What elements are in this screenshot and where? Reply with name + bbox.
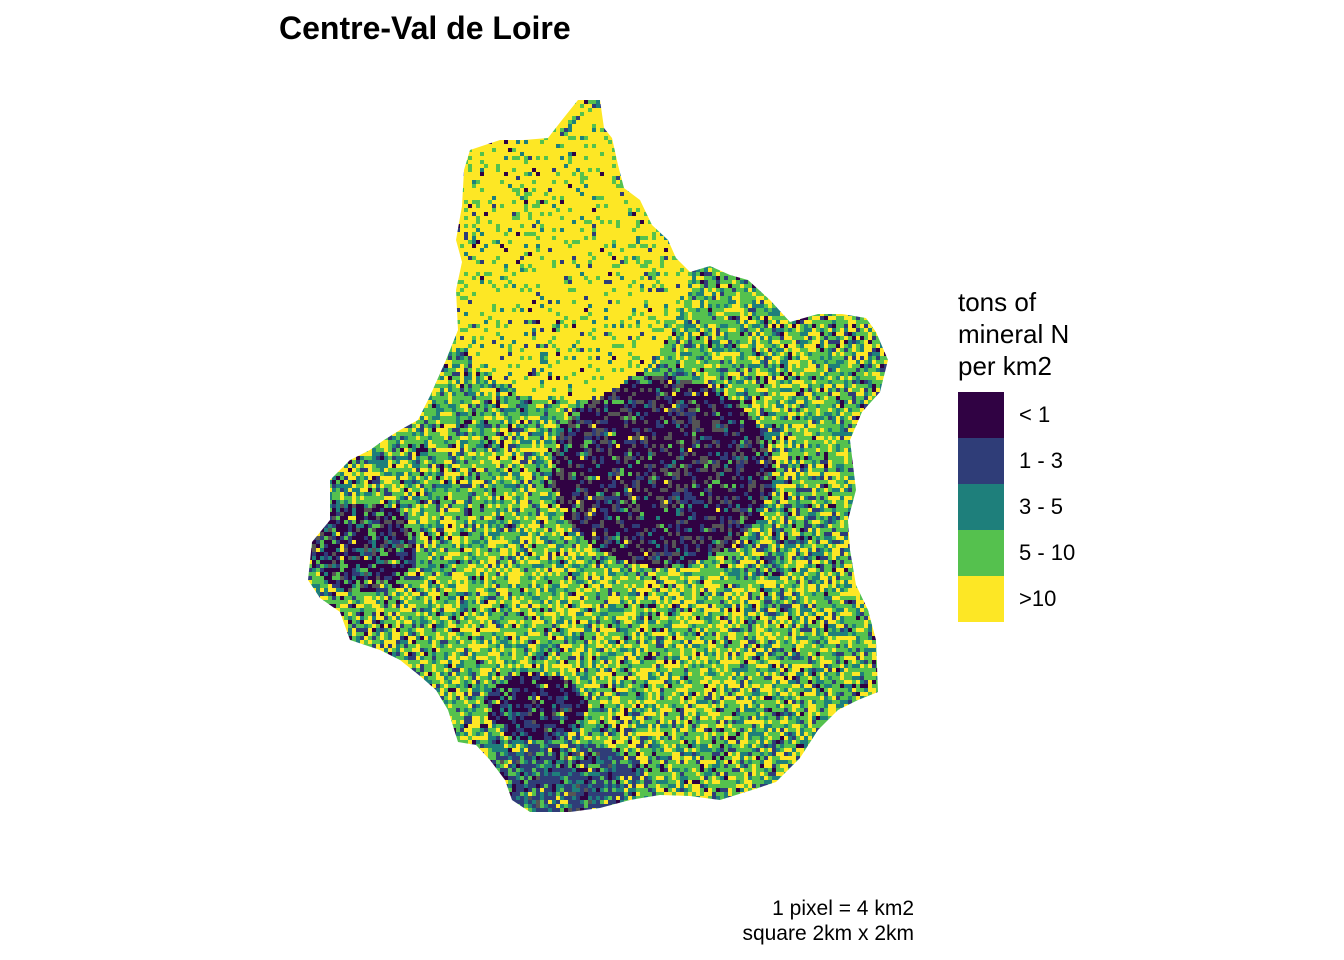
- legend-item: 5 - 10: [958, 530, 1075, 576]
- legend-item: >10: [958, 576, 1075, 622]
- legend-item: 3 - 5: [958, 484, 1075, 530]
- legend-label: < 1: [1019, 402, 1050, 428]
- legend-label: 3 - 5: [1019, 494, 1063, 520]
- legend-swatch: [958, 484, 1004, 530]
- legend: tons of mineral N per km2 < 1 1 - 3 3 - …: [958, 286, 1075, 622]
- legend-label: 1 - 3: [1019, 448, 1063, 474]
- legend-title: tons of mineral N per km2: [958, 286, 1075, 382]
- caption-line: square 2km x 2km: [742, 921, 914, 946]
- legend-label: 5 - 10: [1019, 540, 1075, 566]
- legend-swatch: [958, 438, 1004, 484]
- legend-swatch: [958, 392, 1004, 438]
- legend-label: >10: [1019, 586, 1056, 612]
- page-title: Centre-Val de Loire: [279, 10, 571, 47]
- legend-item: < 1: [958, 392, 1075, 438]
- legend-swatch: [958, 576, 1004, 622]
- legend-item: 1 - 3: [958, 438, 1075, 484]
- legend-swatch: [958, 530, 1004, 576]
- caption: 1 pixel = 4 km2 square 2km x 2km: [742, 896, 914, 946]
- caption-line: 1 pixel = 4 km2: [742, 896, 914, 921]
